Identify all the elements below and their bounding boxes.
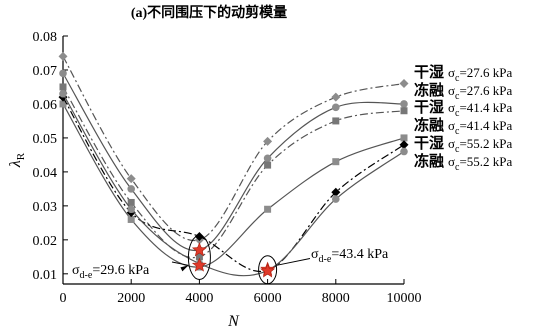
data-point xyxy=(59,89,67,98)
data-point xyxy=(332,195,340,203)
y-axis-label: λR xyxy=(7,152,27,168)
data-point xyxy=(400,147,408,156)
legend-label: 干湿 xyxy=(414,63,444,81)
data-point xyxy=(59,100,67,108)
y-tick-label: 0.04 xyxy=(33,166,58,181)
data-point xyxy=(331,92,341,102)
y-tick-label: 0.08 xyxy=(33,30,58,45)
star-marker xyxy=(191,257,207,272)
data-point xyxy=(127,198,135,206)
x-tick-label: 2000 xyxy=(117,291,145,306)
series-line xyxy=(62,93,405,277)
legend-label: σc=55.2 kPa xyxy=(448,136,513,155)
data-point xyxy=(127,185,135,193)
data-point xyxy=(400,107,408,115)
data-point xyxy=(399,79,409,89)
legend-label: 干湿 xyxy=(414,134,444,152)
y-tick-label: 0.06 xyxy=(33,98,58,113)
data-point xyxy=(126,174,136,184)
annotation-arrow xyxy=(171,261,189,266)
data-point xyxy=(332,117,340,125)
y-tick-label: 0.03 xyxy=(33,200,58,215)
data-point xyxy=(264,161,272,169)
data-point xyxy=(127,205,135,214)
legend-label: σc=55.2 kPa xyxy=(448,154,513,173)
x-tick-label: 6000 xyxy=(254,291,282,306)
cluster-ellipse xyxy=(258,255,278,285)
legend-label: σc=27.6 kPa xyxy=(448,83,513,102)
annotation-arrow xyxy=(276,258,311,266)
annotation-label: σd-e=43.4 kPa xyxy=(311,247,389,265)
y-tick-label: 0.01 xyxy=(33,268,58,283)
data-point xyxy=(263,154,272,163)
data-point xyxy=(264,205,272,213)
legend-label: 冻融 xyxy=(414,152,444,170)
x-axis-label: N xyxy=(227,313,240,330)
series-line xyxy=(62,86,405,259)
x-tick-label: 4000 xyxy=(185,291,213,306)
star-marker xyxy=(260,263,276,278)
series-line xyxy=(62,73,405,252)
arrowhead xyxy=(180,265,189,272)
annotation-label: σd-e=29.6 kPa xyxy=(72,263,150,281)
legend-label: 冻融 xyxy=(414,81,444,99)
y-tick-label: 0.07 xyxy=(33,64,58,79)
data-point xyxy=(58,51,68,61)
x-tick-label: 0 xyxy=(60,291,67,306)
y-tick-label: 0.02 xyxy=(33,234,58,249)
data-point xyxy=(195,253,203,261)
data-point xyxy=(332,103,340,112)
chart-title: (a)不同围压下的动剪模量 xyxy=(130,6,288,21)
legend-label: 冻融 xyxy=(414,116,444,134)
series-line xyxy=(62,96,405,273)
series-line xyxy=(62,56,405,242)
data-point xyxy=(400,134,408,142)
legend-label: 干湿 xyxy=(414,98,444,116)
x-tick-label: 10000 xyxy=(387,291,422,306)
star-marker xyxy=(191,242,207,257)
y-tick-label: 0.05 xyxy=(33,132,58,147)
data-point xyxy=(127,215,135,223)
data-point xyxy=(194,231,204,241)
data-point xyxy=(331,187,341,197)
data-point xyxy=(59,83,67,91)
x-tick-label: 8000 xyxy=(322,291,350,306)
data-point xyxy=(59,69,67,78)
legend-label: σc=41.4 kPa xyxy=(448,118,513,137)
legend-label: σc=41.4 kPa xyxy=(448,100,513,119)
legend-label: σc=27.6 kPa xyxy=(448,65,513,84)
cluster-ellipse xyxy=(187,235,211,281)
data-point xyxy=(263,136,273,146)
data-point xyxy=(332,158,340,166)
data-point xyxy=(399,140,409,150)
data-point xyxy=(400,100,408,108)
